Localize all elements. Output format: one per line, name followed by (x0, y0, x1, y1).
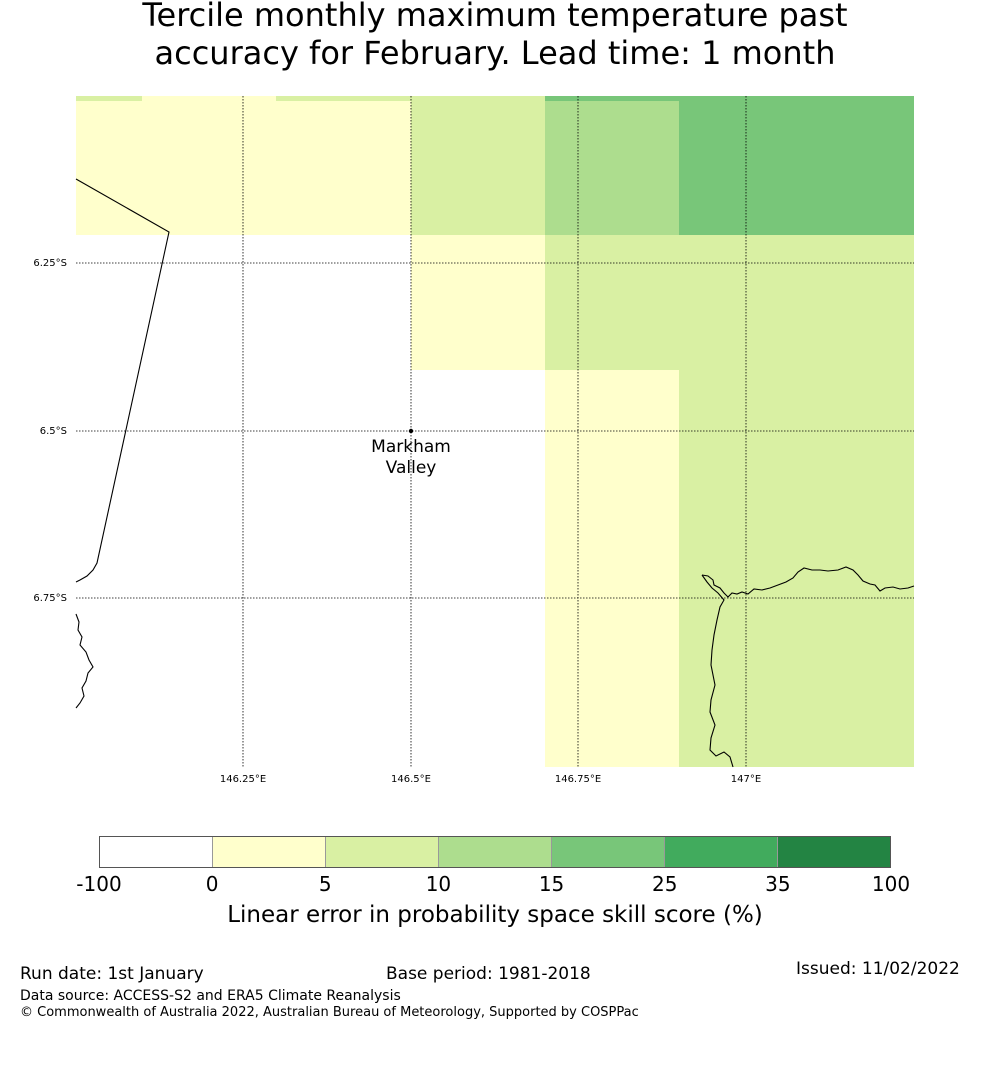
lat-labels: 6.25°S 6.5°S 6.75°S (33, 258, 67, 604)
grid-cell (545, 370, 679, 767)
colorbar-tick-label: 15 (538, 872, 565, 896)
grid-cell (545, 96, 679, 235)
run-date: Run date: 1st January (20, 964, 204, 984)
location-dot (408, 428, 414, 434)
coastlines (75, 178, 915, 768)
colorbar-tick-label: 35 (765, 872, 791, 896)
lon-label: 147°E (731, 774, 761, 785)
river (701, 574, 734, 768)
skill-grid-cells (76, 96, 914, 767)
place-name-line-2: Valley (386, 458, 437, 478)
grid-cell (411, 235, 545, 370)
colorbar-tick-label: 5 (318, 872, 332, 896)
grid-cell (276, 96, 411, 101)
colorbar-tick-label: 100 (871, 872, 911, 896)
coastline-west (75, 613, 94, 709)
grid-cell (545, 235, 914, 370)
data-source: Data source: ACCESS-S2 and ERA5 Climate … (20, 988, 401, 1004)
copyright-notice: © Commonwealth of Australia 2022, Austra… (20, 1005, 639, 1020)
lon-label: 146.5°E (391, 774, 431, 785)
graticule (76, 96, 914, 767)
grid-cell (411, 96, 545, 235)
province-boundary (75, 178, 170, 583)
place-name-line-1: Markham (371, 437, 451, 457)
colorbar-label: Linear error in probability space skill … (227, 902, 763, 928)
lon-label: 146.25°E (220, 774, 266, 785)
colorbar-segment (439, 837, 552, 867)
title-line-1: Tercile monthly maximum temperature past (142, 0, 848, 34)
colorbar-tick-label: 0 (205, 872, 219, 896)
lat-label: 6.5°S (40, 426, 67, 437)
colorbar-segment (213, 837, 326, 867)
lat-label: 6.75°S (33, 593, 67, 604)
colorbar-segment (665, 837, 778, 867)
coastline-east (701, 566, 915, 598)
grid-cell (679, 96, 914, 235)
colorbar-segment (326, 837, 439, 867)
colorbar-segment (778, 837, 890, 867)
grid-cell (76, 96, 142, 101)
colorbar-segment (552, 837, 665, 867)
colorbar-tick-label: -100 (76, 872, 122, 896)
issued-date: Issued: 11/02/2022 (796, 959, 960, 979)
grid-cell (76, 96, 411, 235)
place-marker: Markham Valley (371, 428, 451, 478)
lat-label: 6.25°S (33, 258, 67, 269)
lon-labels: 146.25°E 146.5°E 146.75°E 147°E (220, 774, 761, 785)
grid-cell (545, 96, 679, 101)
base-period: Base period: 1981-2018 (386, 964, 591, 984)
title-line-2: accuracy for February. Lead time: 1 mont… (154, 34, 836, 72)
colorbar-segment (100, 837, 213, 867)
map-title: Tercile monthly maximum temperature past… (0, 0, 990, 72)
colorbar-tick-label: 25 (651, 872, 678, 896)
skill-map: Markham Valley 6.25°S 6.5°S 6.75°S 146.2… (33, 96, 915, 785)
grid-cell (679, 370, 914, 767)
colorbar (99, 836, 891, 868)
colorbar-tick-label: 10 (425, 872, 452, 896)
lon-label: 146.75°E (555, 774, 601, 785)
